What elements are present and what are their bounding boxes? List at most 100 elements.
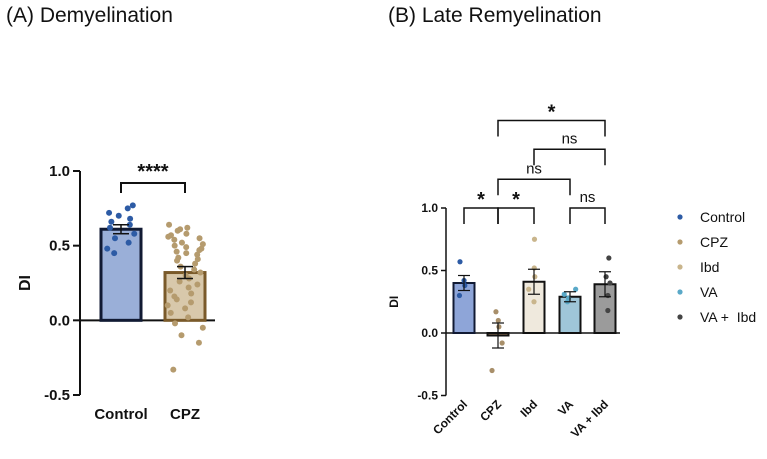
panel-a-data-point: [188, 290, 195, 297]
panel-a-data-point: [165, 233, 172, 240]
panel-a-data-point: [166, 221, 173, 228]
legend-marker: [677, 289, 683, 295]
panel-b-data-point: [531, 236, 538, 242]
legend-label: Ibd: [700, 259, 719, 275]
panel-b-data-point: [603, 274, 609, 280]
panel-a-data-point: [185, 314, 192, 321]
panel-b-data-point: [561, 291, 567, 297]
panel-b-x-tick-label: VA: [555, 397, 576, 418]
legend-label: VA: [700, 284, 718, 300]
panel-b-sig-bracket: [533, 148, 606, 166]
panel-b-sig-label: *: [477, 189, 485, 211]
panel-b-x-tick-label: VA + Ibd: [568, 397, 611, 440]
panel-a-data-point: [197, 269, 204, 276]
panel-b-y-tick-label: 1.0: [421, 201, 438, 215]
panel-a-data-point: [195, 339, 202, 346]
panel-a-data-point: [184, 224, 191, 231]
panel-a-data-point: [191, 266, 198, 273]
legend-marker: [677, 214, 683, 220]
panel-a-title: (A) Demyelination: [6, 4, 173, 27]
panel-b-sig-bracket: [497, 119, 606, 137]
panel-b-sig-bracket: [497, 178, 571, 196]
panel-a-data-point: [178, 239, 185, 246]
panel-b-sig-bracket: [497, 207, 535, 224]
panel-b-data-point: [532, 274, 538, 280]
panel-a-x-tick-label: Control: [94, 406, 147, 423]
panel-b-title: (B) Late Remyelination: [388, 4, 602, 27]
panel-a-data-point: [194, 251, 201, 258]
panel-a-data-point: [183, 250, 190, 257]
panel-a-data-point: [164, 302, 171, 309]
panel-b-sig-label: *: [512, 189, 520, 211]
panel-a-data-point: [174, 257, 181, 264]
legend-label: CPZ: [700, 234, 728, 250]
panel-b-y-label: DI: [387, 296, 401, 308]
legend-marker: [677, 314, 683, 320]
panel-a-sig-bracket: [120, 181, 186, 193]
panel-b-data-point: [605, 307, 611, 314]
panel-a-data-point: [124, 205, 131, 212]
panel-a-data-point: [131, 230, 138, 237]
panel-b-sig-label: ns: [562, 130, 578, 147]
panel-b-x-tick-label: CPZ: [477, 397, 504, 424]
panel-a-data-point: [107, 224, 114, 231]
panel-a-data-point: [171, 236, 178, 243]
panel-b-data-point: [526, 286, 532, 292]
panel-a-data-point: [167, 309, 174, 316]
panel-a-data-point: [126, 221, 133, 228]
panel-b-data-point: [493, 309, 499, 315]
panel-a-y-tick-label: -0.5: [44, 387, 70, 404]
panel-b-data-point: [489, 367, 495, 374]
panel-a-y-label: DI: [17, 275, 34, 291]
panel-a-x-tick-label: CPZ: [170, 406, 200, 423]
legend-label: Control: [700, 209, 745, 225]
panel-b-data-point: [531, 299, 537, 305]
panel-a-data-point: [173, 248, 180, 255]
panel-b-x-tick-label: Control: [430, 397, 470, 437]
panel-a-sig-label: ****: [137, 161, 168, 183]
panel-b-data-point: [607, 280, 613, 286]
panel-a-data-point: [171, 242, 178, 249]
panel-a-data-point: [176, 278, 183, 285]
panel-a-data-point: [183, 244, 190, 251]
panel-b-data-point: [573, 286, 579, 292]
panel-a-data-point: [172, 320, 179, 327]
panel-a-data-point: [129, 202, 136, 209]
panel-a-data-point: [185, 284, 192, 291]
panel-b-sig-label: ns: [580, 189, 596, 206]
panel-b-data-point: [499, 340, 505, 346]
panel-a-data-point: [187, 299, 194, 306]
panel-b-data-point: [462, 282, 468, 289]
panel-a-data-point: [183, 230, 190, 237]
panel-b-data-point: [495, 317, 501, 324]
panel-b-x-tick-label: Ibd: [517, 397, 540, 420]
panel-a-data-point: [178, 332, 185, 339]
panel-a-y-tick-label: 0.0: [49, 312, 70, 329]
panel-a-data-point: [127, 215, 134, 222]
panel-a-data-point: [173, 296, 180, 303]
panel-a-data-point: [115, 212, 122, 219]
panel-a-data-point: [167, 287, 174, 294]
panel-b-data-point: [456, 292, 463, 299]
panel-b-y-tick-label: -0.5: [417, 389, 438, 403]
panel-a-data-point: [108, 218, 115, 225]
panel-a-data-point: [196, 247, 203, 254]
panel-a-data-point: [104, 245, 111, 252]
panel-a-bar: [99, 227, 143, 322]
panel-b-sig-bracket: [569, 207, 606, 224]
legend-marker: [677, 264, 683, 270]
panel-b-sig-label: ns: [526, 160, 542, 177]
panel-b-sig-label: *: [548, 102, 556, 124]
panel-b-y-tick-label: 0.0: [421, 326, 438, 340]
panel-b-data-point: [606, 255, 612, 261]
panel-a-data-point: [111, 250, 118, 257]
panel-a-data-point: [111, 235, 118, 242]
panel-b-data-point: [496, 324, 502, 330]
panel-b-y-tick-label: 0.5: [421, 264, 438, 278]
panel-a-data-point: [192, 260, 199, 267]
panel-a-y-tick-label: 1.0: [49, 163, 70, 180]
panel-a-data-point: [170, 366, 177, 373]
panel-a-data-point: [174, 227, 181, 234]
panel-b-data-point: [457, 259, 463, 265]
